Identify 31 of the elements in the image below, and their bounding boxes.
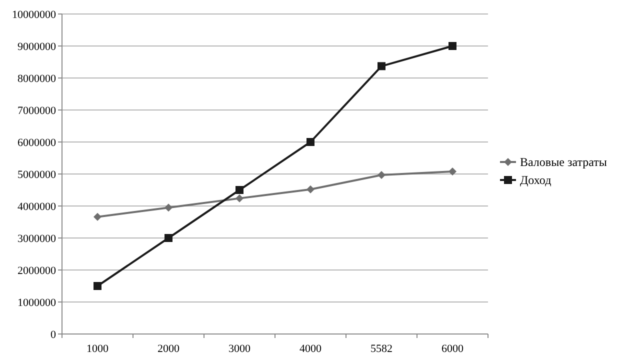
point — [306, 185, 314, 194]
x-tick-label: 4000 — [300, 343, 322, 355]
point — [378, 170, 386, 179]
y-tick-label: 6000000 — [18, 136, 56, 149]
y-tick-label: 0 — [50, 328, 56, 341]
y-tick-label: 10000000 — [12, 8, 56, 21]
point — [236, 194, 244, 202]
x-tick-label: 1000 — [86, 343, 109, 355]
legend-label: Доход — [520, 173, 552, 188]
x-tick-label: 6000 — [442, 343, 464, 355]
point — [94, 282, 102, 290]
x-tick-label: 3000 — [228, 343, 251, 355]
legend-label: Валовые затраты — [520, 155, 607, 170]
y-tick-label: 2000000 — [18, 264, 56, 277]
y-tick-label: 3000000 — [18, 232, 56, 245]
point — [236, 186, 244, 194]
y-tick-label: 5000000 — [18, 168, 56, 181]
y-tick-label: 9000000 — [18, 40, 56, 53]
x-tick-label: 2000 — [158, 343, 180, 355]
point — [378, 62, 386, 70]
y-tick-label: 7000000 — [18, 104, 56, 117]
y-tick-label: 4000000 — [18, 200, 56, 213]
y-tick-label: 8000000 — [18, 72, 56, 85]
y-tick-label: 1000000 — [18, 296, 56, 309]
point — [94, 212, 102, 221]
x-tick-label: 5582 — [370, 343, 392, 355]
point — [164, 234, 172, 242]
point — [164, 204, 172, 212]
point — [448, 167, 456, 176]
point — [306, 138, 314, 146]
point — [448, 42, 456, 50]
